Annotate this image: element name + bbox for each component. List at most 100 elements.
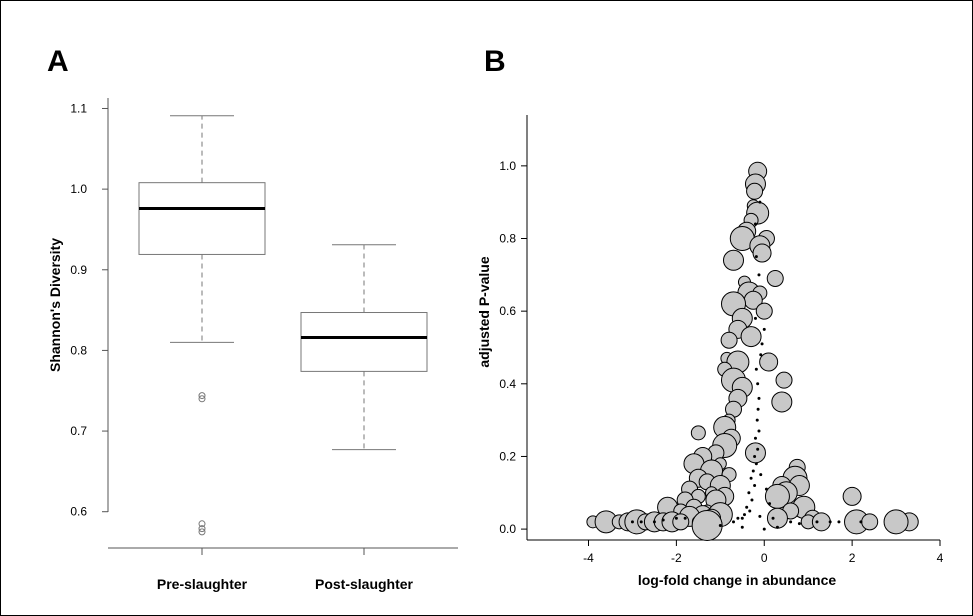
x-tick-label: 0 xyxy=(761,551,768,565)
y-tick-label: 0.8 xyxy=(499,232,516,246)
data-point xyxy=(723,249,744,271)
data-point-small xyxy=(652,520,656,524)
panel-b: B 0.0 0.2 0.4 0.6 0.8 1.0 -4 -2 0 2 4 adjusted P-… xyxy=(476,45,944,588)
panel-b-y-axis-title: adjusted P-value xyxy=(476,256,492,367)
outlier-point xyxy=(198,395,206,403)
data-point xyxy=(746,182,764,200)
data-point-small xyxy=(753,436,757,440)
data-point-small xyxy=(859,520,863,524)
data-point-small xyxy=(757,396,761,400)
data-point-small xyxy=(754,462,758,466)
data-point-small xyxy=(815,520,819,524)
outlier-point xyxy=(198,525,206,533)
data-point-small xyxy=(759,473,763,477)
outlier-point xyxy=(198,528,206,536)
y-tick-label: 0.4 xyxy=(499,377,516,391)
box-pre-slaughter xyxy=(138,115,266,536)
y-tick-label: 0.0 xyxy=(499,522,516,536)
data-point xyxy=(755,302,773,320)
data-point xyxy=(740,326,762,348)
data-point-small xyxy=(736,516,740,520)
panel-a-x-ticks xyxy=(201,548,365,555)
x-tick-label: 4 xyxy=(937,551,944,565)
panel-a-y-ticks: 0.6 0.7 0.8 0.9 1.0 1.1 xyxy=(70,101,108,519)
data-point-small xyxy=(756,382,760,386)
data-point xyxy=(720,331,738,349)
data-point-small xyxy=(837,520,841,524)
data-point-small xyxy=(661,518,665,522)
data-point-small xyxy=(747,491,751,495)
data-point xyxy=(771,391,793,413)
data-point-small xyxy=(748,509,752,513)
x-tick-label: -4 xyxy=(583,551,594,565)
data-point-small xyxy=(756,447,760,451)
panel-b-label: B xyxy=(484,45,506,78)
iqr-box xyxy=(300,312,428,372)
y-tick-label: 1.0 xyxy=(70,182,87,196)
data-point-small xyxy=(749,476,753,480)
panel-a: A 0.6 0.7 0.8 0.9 1.0 1.1 Shannon's Diversity… xyxy=(47,45,458,592)
data-point-small xyxy=(759,353,763,357)
y-tick-label: 0.7 xyxy=(70,424,87,438)
data-point-small xyxy=(762,527,766,531)
data-point xyxy=(775,371,793,389)
category-label-post-slaughter: Post-slaughter xyxy=(315,576,414,592)
data-point-small xyxy=(630,520,634,524)
data-point-small xyxy=(758,200,762,204)
data-point-small xyxy=(742,513,746,517)
y-tick-label: 0.8 xyxy=(70,343,87,357)
data-point-small xyxy=(828,520,832,524)
data-point xyxy=(883,509,909,535)
panel-a-y-axis-title: Shannon's Diversity xyxy=(47,238,63,372)
outlier-point xyxy=(198,520,206,528)
data-point-small xyxy=(718,523,722,527)
data-point-small xyxy=(639,520,643,524)
data-point-small xyxy=(768,502,772,506)
data-point-small xyxy=(754,255,758,259)
category-label-pre-slaughter: Pre-slaughter xyxy=(157,576,248,592)
y-tick-label: 0.2 xyxy=(499,449,516,463)
data-point-small xyxy=(740,525,744,529)
data-point-small xyxy=(764,487,768,491)
data-point xyxy=(811,512,831,532)
y-tick-label: 0.6 xyxy=(70,505,87,519)
data-point-small xyxy=(753,316,757,320)
x-tick-label: -2 xyxy=(671,551,682,565)
panel-b-points xyxy=(586,161,919,541)
data-point-small xyxy=(674,516,678,520)
data-point xyxy=(752,243,772,263)
data-point-small xyxy=(683,516,687,520)
data-point-small xyxy=(758,514,762,518)
data-point xyxy=(690,425,706,441)
data-point-small xyxy=(775,525,779,529)
data-point xyxy=(691,509,723,541)
y-tick-label: 1.0 xyxy=(499,159,516,173)
panel-a-boxes xyxy=(138,115,428,536)
panel-b-y-ticks: 0.0 0.2 0.4 0.6 0.8 1.0 xyxy=(499,159,527,536)
data-point-small xyxy=(740,516,744,520)
data-point xyxy=(672,513,690,531)
data-point xyxy=(842,486,862,506)
data-point-small xyxy=(755,418,759,422)
y-tick-label: 1.1 xyxy=(70,101,87,115)
panel-a-label: A xyxy=(47,45,69,78)
data-point xyxy=(759,352,779,372)
box-post-slaughter xyxy=(300,244,428,451)
data-point xyxy=(744,442,766,464)
data-point-small xyxy=(751,469,755,473)
data-point-small xyxy=(754,367,758,371)
panel-b-x-axis-title: log-fold change in abundance xyxy=(638,572,837,588)
data-point xyxy=(861,513,879,531)
data-point-small xyxy=(797,522,801,526)
data-point-small xyxy=(756,407,760,411)
y-tick-label: 0.6 xyxy=(499,304,516,318)
iqr-box xyxy=(138,182,266,255)
data-point-small xyxy=(757,429,761,433)
data-point-small xyxy=(789,520,793,524)
data-point-small xyxy=(760,342,764,346)
data-point xyxy=(766,507,788,529)
y-tick-label: 0.9 xyxy=(70,263,87,277)
data-point-small xyxy=(771,516,775,520)
data-point-small xyxy=(757,273,761,277)
